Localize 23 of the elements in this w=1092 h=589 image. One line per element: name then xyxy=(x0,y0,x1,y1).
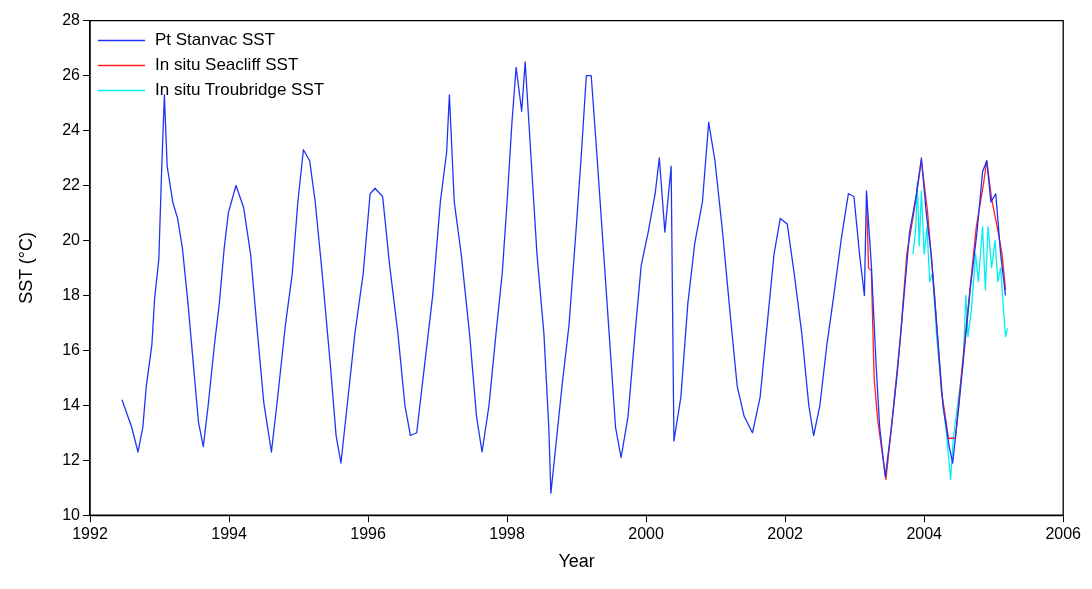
legend-label: Pt Stanvac SST xyxy=(155,30,275,50)
x-tick-label: 1998 xyxy=(489,525,525,543)
x-tick-label: 2004 xyxy=(906,525,943,543)
y-tick-label: 20 xyxy=(62,230,81,248)
y-tick-label: 28 xyxy=(62,11,81,29)
y-tick-label: 14 xyxy=(62,395,81,413)
legend-label: In situ Troubridge SST xyxy=(155,80,325,100)
y-axis-title: SST (°C) xyxy=(15,231,36,304)
y-tick-label: 10 xyxy=(62,505,81,523)
legend-label: In situ Seacliff SST xyxy=(155,55,299,75)
y-tick-label: 24 xyxy=(62,120,81,138)
x-tick-label: 1996 xyxy=(350,525,386,543)
x-axis-title: Year xyxy=(558,551,595,572)
y-tick-label: 18 xyxy=(62,285,81,303)
y-tick-label: 12 xyxy=(62,450,81,468)
x-tick-label: 2002 xyxy=(767,525,804,543)
x-tick-label: 2000 xyxy=(628,525,665,543)
x-tick-label: 1994 xyxy=(211,525,247,543)
x-tick-label: 1992 xyxy=(72,525,108,543)
y-tick-label: 22 xyxy=(62,175,81,193)
x-tick-label: 2006 xyxy=(1045,525,1082,543)
y-tick-label: 26 xyxy=(62,65,81,83)
y-tick-label: 16 xyxy=(62,340,81,358)
